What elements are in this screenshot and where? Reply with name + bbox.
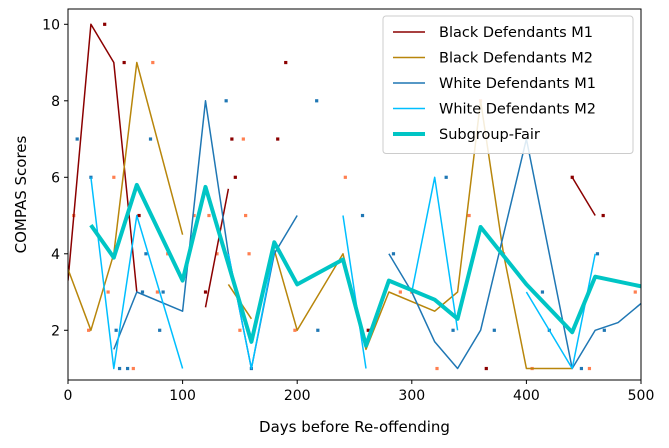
scatter-point (122, 60, 126, 65)
plot-frame (67, 8, 642, 381)
scatter-point (207, 213, 211, 218)
scatter-point (238, 328, 242, 332)
scatter-point (140, 290, 145, 294)
scatter-point (276, 137, 280, 141)
scatter-point (158, 328, 162, 332)
scatter-point (117, 366, 122, 371)
scatter-point (151, 60, 155, 65)
scatter-point (284, 60, 288, 65)
series-line-black-defendants-m1 (571, 176, 596, 216)
axes: 0 100 200 300 400 500 2 4 6 8 10 (42, 8, 655, 404)
legend-label: Black Defendants M2 (439, 51, 593, 67)
legend-label: Subgroup-Fair (439, 127, 540, 143)
series-line-white-defendants-m2 (411, 176, 459, 331)
scatter-point (360, 213, 365, 218)
scatter-point (435, 366, 439, 371)
scatter-point (155, 290, 159, 294)
legend-box (382, 15, 634, 154)
series-line-black-defendants-m1 (68, 23, 138, 293)
scatter-point (75, 137, 79, 141)
scatter-point (602, 328, 606, 332)
series-line-white-defendants-m1 (113, 100, 298, 370)
scatter-point (112, 175, 116, 179)
series-line-subgroup-fair (89, 182, 641, 348)
scatter-point (244, 213, 248, 218)
scatter-point (316, 328, 320, 332)
scatter-point (492, 328, 496, 332)
scatter-point (633, 290, 637, 294)
x-tick-label: 0 (64, 388, 73, 404)
scatter-point (131, 366, 135, 371)
legend-label: White Defendants M2 (439, 102, 596, 118)
x-tick-label: 300 (398, 388, 425, 404)
y-tick-label: 8 (51, 94, 60, 110)
y-axis-label: COMPAS Scores (12, 135, 30, 253)
y-tick-label: 4 (51, 247, 60, 263)
x-tick-label: 400 (513, 388, 540, 404)
legend-label: Black Defendants M1 (439, 25, 593, 41)
series-line-white-defendants-m2 (342, 215, 367, 369)
scatter-point (224, 99, 228, 103)
scatter-point (587, 366, 592, 371)
series-line-white-defendants-m1 (388, 138, 641, 370)
scatter-point (87, 328, 91, 332)
scatter-point (391, 252, 396, 256)
series-line-black-defendants-m1 (204, 188, 230, 308)
scatter-point (241, 137, 245, 141)
x-axis-label: Days before Re-offending (259, 418, 450, 436)
scatter-point (315, 99, 319, 103)
scatter-point (89, 175, 93, 179)
scatter-point (161, 290, 165, 294)
scatter-point (215, 252, 219, 256)
x-tick-label: 500 (628, 388, 655, 404)
scatter-point (579, 366, 584, 371)
scatter-point (144, 252, 148, 256)
scatter-point (203, 290, 208, 294)
scatter-point (467, 213, 471, 218)
scatter-point (103, 22, 107, 26)
scatter-point (601, 213, 605, 218)
scatter-point (233, 175, 237, 179)
scatter-point (148, 137, 153, 141)
series-line-black-defendants-m2 (273, 100, 573, 370)
y-tick-label: 10 (42, 17, 60, 33)
series-line-white-defendants-m2 (90, 177, 184, 370)
scatter-point (293, 328, 297, 332)
x-tick-label: 200 (284, 388, 311, 404)
scatter-point (451, 328, 455, 332)
scatter-point (137, 213, 141, 218)
scatter-point (230, 137, 234, 141)
plot-area (68, 22, 641, 371)
legend: Black Defendants M1 Black Defendants M2 Wh… (382, 15, 634, 154)
x-tick-label: 100 (169, 388, 196, 404)
scatter-point (343, 175, 347, 179)
scatter-point (595, 252, 600, 256)
scatter-point (366, 328, 370, 332)
y-tick-label: 6 (51, 170, 60, 186)
scatter-point (125, 366, 130, 371)
legend-label: White Defendants M1 (439, 76, 596, 92)
scatter-point (484, 366, 488, 371)
scatter-point (247, 252, 251, 256)
y-tick-label: 2 (51, 323, 60, 339)
scatter-point (106, 290, 110, 294)
scatter-point (192, 213, 196, 218)
scatter-point (540, 290, 545, 294)
scatter-point (444, 175, 448, 179)
scatter-point (398, 290, 402, 294)
scatter-point (114, 328, 118, 332)
